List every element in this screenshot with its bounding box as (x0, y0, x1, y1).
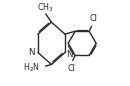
Text: Cl: Cl (67, 64, 75, 73)
Text: Cl: Cl (89, 14, 97, 23)
Text: N: N (28, 48, 35, 57)
Text: H$_2$N: H$_2$N (23, 61, 40, 74)
Text: CH$_3$: CH$_3$ (37, 1, 54, 14)
Text: N: N (66, 50, 72, 59)
